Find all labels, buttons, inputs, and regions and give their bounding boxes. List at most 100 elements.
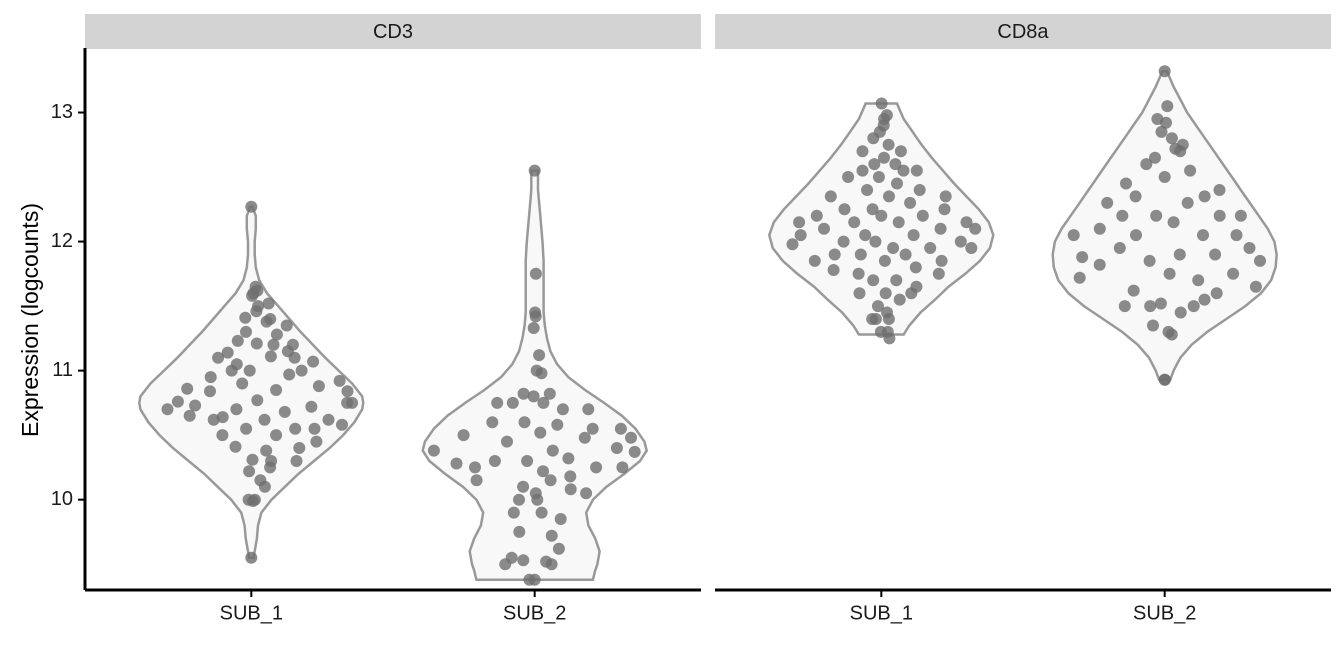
data-point	[838, 203, 851, 216]
strip-background	[85, 14, 701, 49]
y-tick-label: 13	[51, 101, 73, 123]
data-point	[251, 284, 264, 297]
data-point	[1254, 254, 1266, 267]
data-point	[1149, 151, 1161, 164]
data-point	[280, 319, 293, 332]
data-point	[230, 403, 243, 416]
data-point	[517, 554, 530, 567]
data-point	[1067, 229, 1080, 242]
data-point	[897, 164, 910, 177]
data-point	[1161, 100, 1174, 113]
data-point	[1197, 229, 1209, 242]
data-point	[230, 358, 243, 371]
data-point	[954, 235, 967, 248]
data-point	[909, 261, 922, 274]
data-point	[469, 461, 481, 474]
data-point	[610, 442, 623, 454]
data-point	[554, 513, 567, 525]
data-point	[875, 97, 888, 110]
data-point	[307, 355, 320, 368]
data-point	[229, 440, 242, 453]
data-point	[556, 403, 569, 416]
data-point	[161, 403, 174, 416]
data-point	[527, 322, 540, 334]
data-point	[1076, 251, 1089, 264]
data-point	[527, 390, 540, 403]
data-point	[341, 385, 354, 398]
data-point	[251, 394, 264, 407]
data-point	[861, 184, 874, 196]
data-point	[907, 229, 920, 242]
data-point	[537, 465, 549, 478]
data-point	[883, 190, 895, 203]
data-point	[552, 542, 565, 555]
data-point	[1113, 242, 1126, 254]
data-point	[867, 274, 880, 287]
data-point	[1130, 229, 1142, 242]
data-point	[872, 171, 885, 183]
data-point	[1234, 209, 1247, 222]
data-point	[827, 264, 840, 276]
data-point	[278, 405, 291, 418]
data-point	[1147, 319, 1159, 332]
data-point	[869, 235, 882, 248]
data-point	[905, 287, 918, 300]
data-point	[1160, 116, 1172, 129]
data-point	[939, 190, 952, 203]
data-point	[513, 493, 525, 506]
data-point	[506, 396, 519, 409]
data-point	[250, 337, 263, 350]
data-point	[286, 338, 299, 351]
data-point	[521, 455, 534, 467]
data-point	[794, 229, 807, 242]
data-point	[564, 470, 577, 483]
y-tick-label: 11	[52, 359, 73, 381]
data-point	[270, 429, 283, 442]
data-point	[517, 387, 530, 400]
data-point	[852, 267, 865, 280]
data-point	[270, 384, 283, 396]
data-point	[240, 422, 253, 435]
data-point	[856, 145, 869, 158]
data-point	[878, 254, 891, 267]
data-point	[614, 422, 627, 435]
data-point	[880, 109, 893, 122]
data-point	[564, 483, 577, 496]
data-point	[289, 422, 302, 435]
data-point	[848, 216, 861, 229]
data-point	[872, 300, 884, 313]
data-point	[899, 248, 912, 261]
data-point	[854, 248, 867, 261]
data-point	[866, 313, 879, 325]
data-point	[246, 453, 259, 466]
data-point	[258, 413, 271, 426]
data-point	[486, 416, 499, 429]
data-point	[1227, 267, 1240, 280]
data-point	[910, 164, 923, 177]
data-point	[562, 452, 575, 465]
data-point	[450, 457, 463, 470]
data-point	[183, 409, 196, 422]
data-point	[531, 493, 544, 506]
data-point	[204, 385, 216, 398]
data-point	[1173, 248, 1186, 261]
data-point	[808, 254, 821, 267]
data-point	[1165, 328, 1178, 341]
data-point	[877, 119, 890, 132]
data-point	[616, 461, 629, 474]
data-point	[529, 267, 542, 280]
data-point	[533, 349, 546, 362]
data-point	[181, 382, 194, 395]
data-point	[810, 209, 823, 222]
data-point	[534, 426, 547, 439]
x-tick-label: SUB_1	[850, 602, 913, 624]
data-point	[216, 429, 229, 442]
data-point	[517, 480, 530, 493]
data-point	[457, 429, 470, 442]
data-point	[1129, 190, 1142, 203]
data-point	[894, 145, 907, 158]
data-point	[882, 313, 895, 325]
data-point	[1158, 373, 1171, 386]
data-point	[488, 455, 501, 467]
data-point	[932, 267, 945, 280]
